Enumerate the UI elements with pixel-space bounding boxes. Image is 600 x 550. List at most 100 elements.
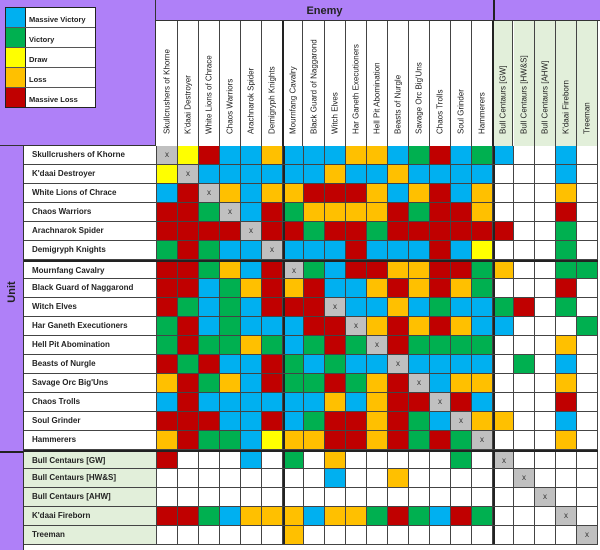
matchup-cell[interactable]	[367, 298, 388, 316]
matchup-cell[interactable]	[304, 222, 325, 240]
matchup-cell[interactable]	[409, 393, 430, 411]
matchup-cell[interactable]	[346, 355, 367, 373]
matchup-cell[interactable]	[493, 165, 514, 183]
matchup-cell[interactable]	[157, 317, 178, 335]
matchup-cell[interactable]	[220, 298, 241, 316]
matchup-cell[interactable]	[472, 488, 493, 506]
matchup-cell[interactable]	[556, 279, 577, 297]
matchup-cell[interactable]	[472, 507, 493, 525]
matchup-cell[interactable]	[304, 203, 325, 221]
matchup-cell[interactable]	[346, 431, 367, 449]
matchup-cell[interactable]	[451, 279, 472, 297]
matchup-cell[interactable]	[325, 431, 346, 449]
matchup-cell[interactable]	[325, 165, 346, 183]
matchup-cell[interactable]	[367, 374, 388, 392]
matchup-cell[interactable]: x	[283, 262, 304, 278]
matchup-cell[interactable]	[388, 146, 409, 164]
matchup-cell[interactable]	[157, 222, 178, 240]
matchup-cell[interactable]	[430, 526, 451, 544]
matchup-cell[interactable]	[535, 279, 556, 297]
matchup-cell[interactable]	[430, 241, 451, 259]
matchup-cell[interactable]	[535, 469, 556, 487]
matchup-cell[interactable]	[262, 146, 283, 164]
matchup-cell[interactable]	[388, 374, 409, 392]
matchup-cell[interactable]	[367, 355, 388, 373]
matchup-cell[interactable]	[346, 507, 367, 525]
matchup-cell[interactable]	[241, 452, 262, 468]
matchup-cell[interactable]	[514, 317, 535, 335]
matchup-cell[interactable]	[493, 262, 514, 278]
matchup-cell[interactable]	[283, 355, 304, 373]
matchup-cell[interactable]	[472, 412, 493, 430]
matchup-cell[interactable]	[325, 184, 346, 202]
matchup-cell[interactable]	[430, 298, 451, 316]
matchup-cell[interactable]	[493, 279, 514, 297]
matchup-cell[interactable]	[514, 393, 535, 411]
matchup-cell[interactable]	[535, 452, 556, 468]
matchup-cell[interactable]	[514, 507, 535, 525]
matchup-cell[interactable]	[409, 412, 430, 430]
matchup-cell[interactable]	[178, 241, 199, 259]
matchup-cell[interactable]	[451, 488, 472, 506]
matchup-cell[interactable]	[178, 262, 199, 278]
matchup-cell[interactable]	[577, 222, 598, 240]
matchup-cell[interactable]	[220, 469, 241, 487]
matchup-cell[interactable]: x	[262, 241, 283, 259]
matchup-cell[interactable]	[325, 241, 346, 259]
matchup-cell[interactable]	[346, 452, 367, 468]
matchup-cell[interactable]	[367, 165, 388, 183]
matchup-cell[interactable]	[346, 222, 367, 240]
matchup-cell[interactable]	[493, 393, 514, 411]
matchup-cell[interactable]	[367, 488, 388, 506]
matchup-cell[interactable]	[430, 203, 451, 221]
matchup-cell[interactable]	[430, 469, 451, 487]
matchup-cell[interactable]	[388, 452, 409, 468]
matchup-cell[interactable]	[514, 203, 535, 221]
matchup-cell[interactable]	[346, 412, 367, 430]
matchup-cell[interactable]	[451, 374, 472, 392]
matchup-cell[interactable]	[220, 317, 241, 335]
matchup-cell[interactable]	[220, 393, 241, 411]
matchup-cell[interactable]: x	[409, 374, 430, 392]
matchup-cell[interactable]	[472, 184, 493, 202]
matchup-cell[interactable]	[283, 374, 304, 392]
matchup-cell[interactable]	[241, 317, 262, 335]
matchup-cell[interactable]	[199, 507, 220, 525]
matchup-cell[interactable]	[556, 526, 577, 544]
matchup-cell[interactable]	[241, 298, 262, 316]
matchup-cell[interactable]	[514, 241, 535, 259]
matchup-cell[interactable]	[430, 279, 451, 297]
matchup-cell[interactable]	[430, 412, 451, 430]
matchup-cell[interactable]	[451, 241, 472, 259]
matchup-cell[interactable]: x	[577, 526, 598, 544]
matchup-cell[interactable]	[535, 393, 556, 411]
matchup-cell[interactable]	[430, 374, 451, 392]
matchup-cell[interactable]	[430, 355, 451, 373]
matchup-cell[interactable]	[283, 507, 304, 525]
matchup-cell[interactable]	[388, 412, 409, 430]
matchup-cell[interactable]	[388, 469, 409, 487]
matchup-cell[interactable]	[388, 526, 409, 544]
matchup-cell[interactable]	[178, 279, 199, 297]
matchup-cell[interactable]	[472, 336, 493, 354]
matchup-cell[interactable]	[556, 412, 577, 430]
matchup-cell[interactable]	[199, 431, 220, 449]
matchup-cell[interactable]	[157, 431, 178, 449]
matchup-cell[interactable]	[304, 336, 325, 354]
matchup-cell[interactable]	[178, 526, 199, 544]
matchup-cell[interactable]	[577, 241, 598, 259]
matchup-cell[interactable]	[220, 355, 241, 373]
matchup-cell[interactable]	[367, 507, 388, 525]
matchup-cell[interactable]	[220, 146, 241, 164]
matchup-cell[interactable]	[451, 393, 472, 411]
matchup-cell[interactable]	[178, 452, 199, 468]
matchup-cell[interactable]	[409, 336, 430, 354]
matchup-cell[interactable]	[199, 279, 220, 297]
matchup-cell[interactable]	[346, 526, 367, 544]
matchup-cell[interactable]	[409, 184, 430, 202]
matchup-cell[interactable]	[535, 165, 556, 183]
matchup-cell[interactable]	[325, 469, 346, 487]
matchup-cell[interactable]	[157, 203, 178, 221]
matchup-cell[interactable]	[199, 262, 220, 278]
matchup-cell[interactable]	[304, 279, 325, 297]
